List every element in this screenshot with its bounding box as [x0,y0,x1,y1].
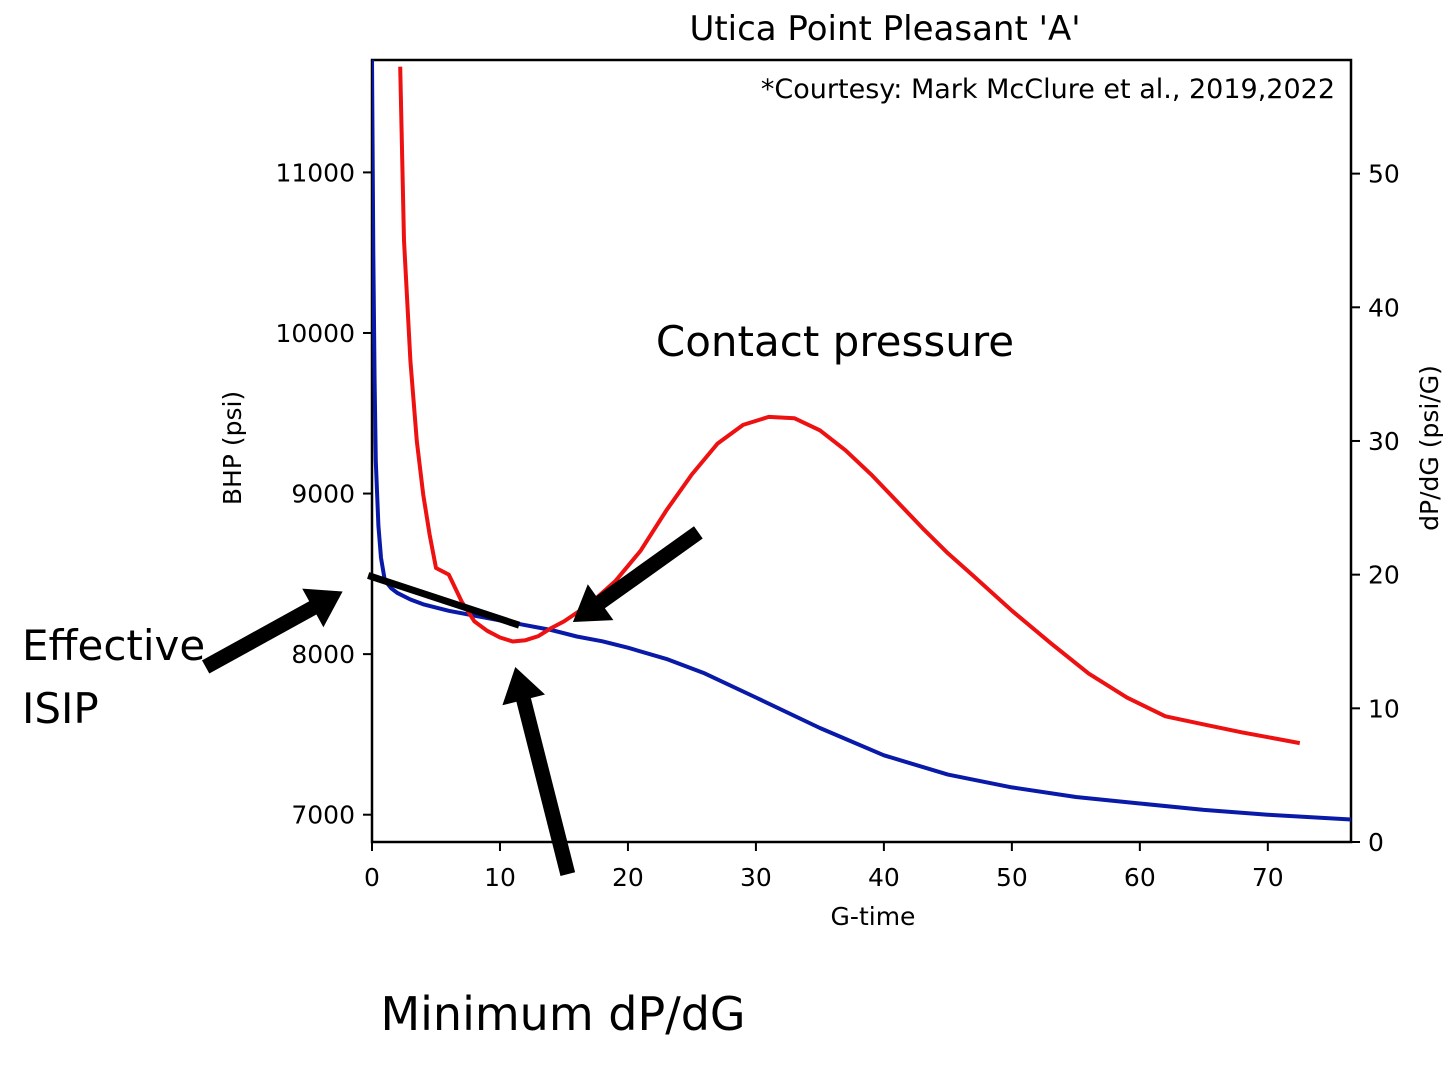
x-axis-label: G-time [831,902,916,931]
right-y-axis: 0 10 20 30 40 50 [1351,160,1400,857]
right-y-tick-label: 10 [1368,694,1400,723]
chart-title: Utica Point Pleasant 'A' [689,9,1080,49]
plot-frame [370,58,1353,844]
minimum-dpdg-label: Minimum dP/dG [380,987,745,1041]
annotation-arrows [202,526,703,876]
effective-isip-label-line1: Effective [22,621,205,670]
x-tick-label: 0 [364,863,380,892]
left-y-tick-label: 10000 [275,319,355,348]
right-y-tick-label: 50 [1368,160,1400,189]
minimum-dpdg-arrow [502,667,576,876]
x-tick-label: 10 [484,863,516,892]
left-y-axis-label: BHP (psi) [218,391,247,505]
right-y-tick-label: 20 [1368,561,1400,590]
x-tick-label: 30 [740,863,772,892]
left-y-axis: 7000 8000 9000 10000 11000 [275,158,372,830]
right-y-tick-label: 30 [1368,427,1400,456]
x-tick-label: 50 [996,863,1028,892]
x-tick-label: 40 [868,863,900,892]
isip-extrapolation-line [367,572,521,629]
effective-isip-label-line2: ISIP [22,684,99,733]
courtesy-note: *Courtesy: Mark McClure et al., 2019,202… [761,74,1335,105]
left-y-tick-label: 7000 [291,801,355,830]
x-tick-label: 20 [612,863,644,892]
x-axis: 0 10 20 30 40 50 60 70 [364,842,1284,892]
x-tick-label: 60 [1124,863,1156,892]
right-y-tick-label: 0 [1368,828,1384,857]
right-y-axis-label: dP/dG (psi/G) [1415,365,1444,531]
contact-pressure-label: Contact pressure [656,317,1014,366]
dpdg-series-line [398,66,1301,746]
left-y-tick-label: 8000 [291,640,355,669]
left-y-tick-label: 11000 [275,158,355,187]
left-y-tick-label: 9000 [291,480,355,509]
right-y-tick-label: 40 [1368,293,1400,322]
contact-pressure-arrow [572,526,703,622]
x-tick-label: 70 [1252,863,1284,892]
effective-isip-arrow [202,588,343,674]
